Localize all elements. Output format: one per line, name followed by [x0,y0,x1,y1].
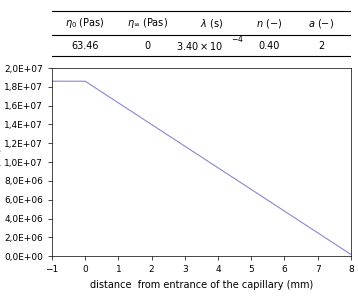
Y-axis label: P (Pa): P (Pa) [0,148,1,176]
Text: $\eta_0$ (Pas): $\eta_0$ (Pas) [65,16,105,30]
Text: $\lambda$ (s): $\lambda$ (s) [200,17,223,30]
Text: $\eta_\infty$ (Pas): $\eta_\infty$ (Pas) [127,16,168,30]
Text: $3.40\times10$: $3.40\times10$ [176,41,223,52]
Text: 0.40: 0.40 [258,41,279,52]
Text: $-4$: $-4$ [231,33,244,44]
Text: 2: 2 [318,41,324,52]
Text: 0: 0 [145,41,151,52]
Text: $a$ $(-$): $a$ $(-$) [308,17,334,30]
Text: $n$ $(-$): $n$ $(-$) [256,17,282,30]
Text: 63.46: 63.46 [71,41,98,52]
X-axis label: distance  from entrance of the capillary (mm): distance from entrance of the capillary … [90,280,313,290]
